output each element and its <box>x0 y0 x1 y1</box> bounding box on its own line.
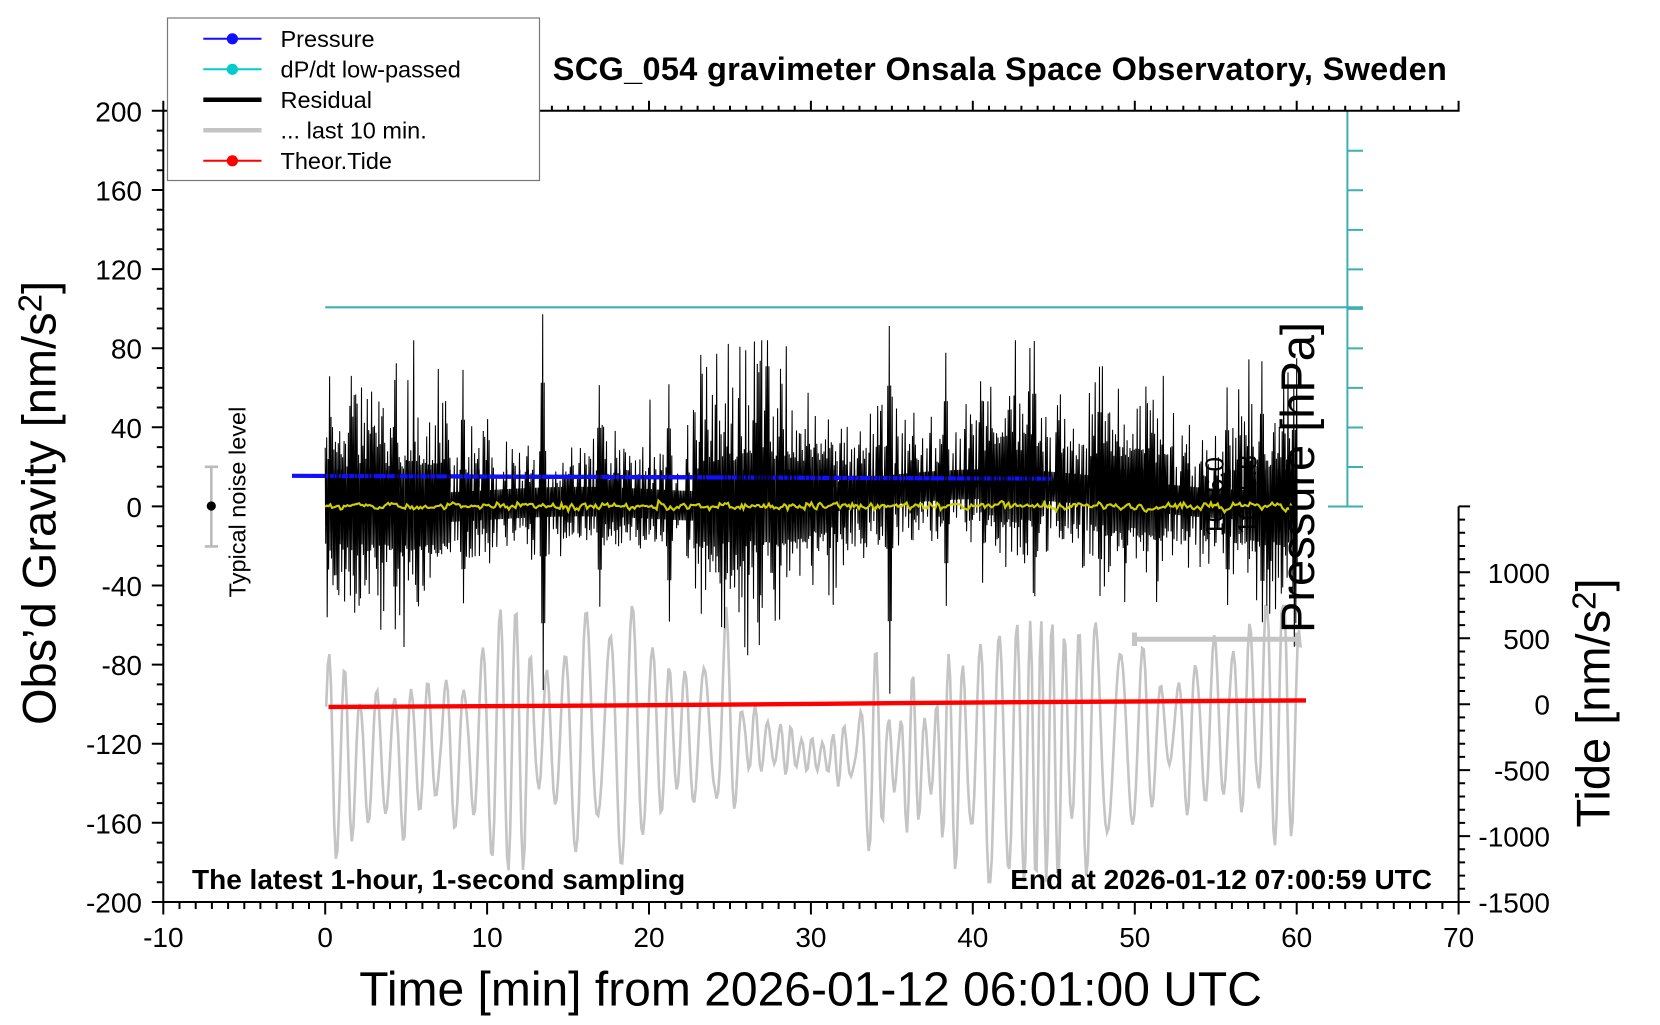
svg-text:-1500: -1500 <box>1478 888 1550 919</box>
svg-text:30: 30 <box>795 922 826 953</box>
svg-text:dP/dt low-passed: dP/dt low-passed <box>281 57 461 83</box>
svg-text:Theor.Tide: Theor.Tide <box>281 148 392 174</box>
svg-text:20: 20 <box>633 922 664 953</box>
svg-text:Obs’d Gravity [nm/s2]: Obs’d Gravity [nm/s2] <box>12 281 66 725</box>
svg-text:-160: -160 <box>86 808 142 839</box>
svg-text:-120: -120 <box>86 729 142 760</box>
svg-text:... last 10 min.: ... last 10 min. <box>281 118 427 144</box>
svg-text:-80: -80 <box>102 650 142 681</box>
svg-text:-500: -500 <box>1494 756 1550 787</box>
svg-text:0: 0 <box>317 922 333 953</box>
svg-text:200: 200 <box>95 96 142 127</box>
svg-text:0: 0 <box>126 492 142 523</box>
svg-text:1000: 1000 <box>1488 558 1550 589</box>
svg-text:Typical noise level: Typical noise level <box>225 407 251 598</box>
svg-text:70: 70 <box>1443 922 1474 953</box>
svg-text:1016.0: 1016.0 <box>1200 457 1230 537</box>
svg-text:60: 60 <box>1281 922 1312 953</box>
svg-text:-1000: -1000 <box>1478 822 1550 853</box>
svg-text:Tide [nm/s2]: Tide [nm/s2] <box>1566 578 1620 827</box>
svg-text:Residual: Residual <box>281 87 372 113</box>
svg-text:1016.8: 1016.8 <box>1233 455 1263 535</box>
svg-text:-200: -200 <box>86 888 142 919</box>
svg-text:120: 120 <box>95 255 142 286</box>
svg-text:-10: -10 <box>143 922 183 953</box>
svg-text:500: 500 <box>1503 624 1550 655</box>
svg-text:End at 2026-01-12 07:00:59 UTC: End at 2026-01-12 07:00:59 UTC <box>1010 864 1432 895</box>
svg-text:40: 40 <box>957 922 988 953</box>
svg-text:80: 80 <box>111 334 142 365</box>
svg-text:Time [min] from 2026-01-12 06:: Time [min] from 2026-01-12 06:01:00 UTC <box>359 964 1262 1017</box>
svg-text:50: 50 <box>1119 922 1150 953</box>
svg-text:-40: -40 <box>102 571 142 602</box>
svg-text:The latest 1-hour, 1-second sa: The latest 1-hour, 1-second sampling <box>192 864 685 895</box>
svg-text:SCG_054 gravimeter Onsala Spac: SCG_054 gravimeter Onsala Space Observat… <box>553 51 1447 87</box>
svg-text:0: 0 <box>1534 690 1550 721</box>
svg-text:Pressure: Pressure <box>281 26 375 52</box>
svg-text:160: 160 <box>95 176 142 207</box>
svg-text:10: 10 <box>472 922 503 953</box>
svg-text:Pressure [hPa]: Pressure [hPa] <box>1271 322 1324 633</box>
svg-text:40: 40 <box>111 413 142 444</box>
